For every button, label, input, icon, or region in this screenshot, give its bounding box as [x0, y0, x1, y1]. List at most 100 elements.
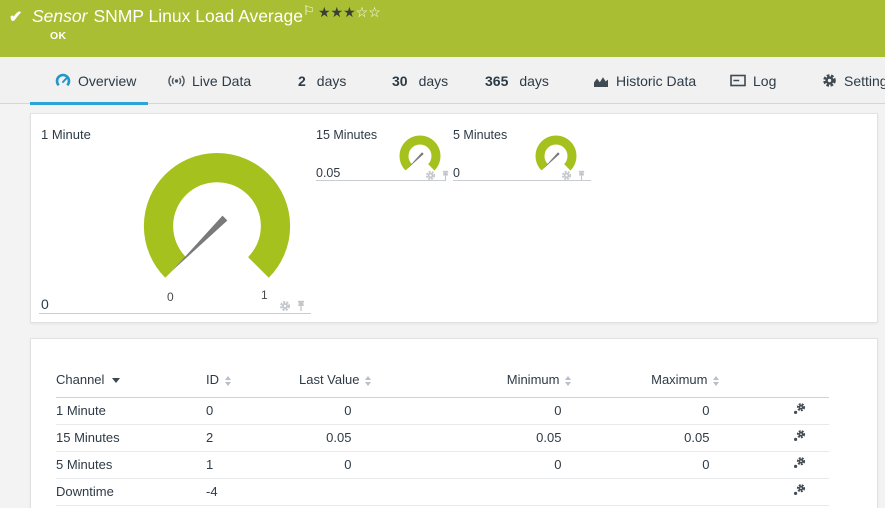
cell-channel: Downtime [56, 478, 206, 506]
sort-icon [225, 375, 231, 386]
tab-log[interactable]: Log [730, 57, 776, 104]
tab-historic-data[interactable]: Historic Data [593, 57, 696, 104]
cell-maximum: 0 [571, 451, 720, 479]
tab-label: days [316, 72, 347, 89]
tab-overview[interactable]: Overview [30, 57, 148, 105]
pin-icon[interactable] [577, 170, 586, 181]
stars-empty: ☆☆ [355, 4, 381, 20]
channel-settings-icon[interactable] [791, 456, 807, 470]
tab-number: 365 [485, 72, 509, 89]
table-row[interactable]: 1 Minute 0 0 0 0 [56, 397, 830, 425]
tab-2-days[interactable]: 2 days [298, 57, 346, 104]
sort-desc-icon [112, 378, 121, 384]
table-row[interactable]: 15 Minutes 2 0.05 0.05 0.05 [56, 424, 830, 452]
column-label: ID [206, 372, 219, 388]
cell-actions [719, 478, 830, 506]
column-header-last-value[interactable]: Last Value [299, 363, 372, 398]
sensor-name: SNMP Linux Load Average [93, 6, 303, 26]
log-list-icon [730, 74, 746, 87]
tab-label: Historic Data [616, 72, 697, 89]
gauge-1-minute [143, 152, 291, 278]
tab-number: 30 [392, 72, 408, 89]
live-data-icon [168, 74, 185, 87]
gear-icon [823, 74, 836, 87]
tab-30-days[interactable]: 30 days [392, 57, 448, 104]
gauge-scale-min: 0 [167, 290, 174, 304]
sort-icon [365, 375, 372, 386]
tab-label: days [519, 72, 549, 89]
gauge-needle [542, 152, 560, 170]
status-ok-check-icon: ✔ [9, 9, 23, 26]
gauge-icon [55, 73, 71, 86]
channels-panel: Channel ID Last Value Minimum Maximum [30, 338, 878, 508]
cell-maximum: 0.05 [571, 424, 720, 452]
gauge-15-minutes[interactable] [394, 130, 446, 182]
gauge-primary-label: 1 Minute [41, 127, 91, 142]
gear-icon[interactable] [425, 170, 436, 181]
pin-icon[interactable] [296, 300, 306, 312]
column-header-id[interactable]: ID [206, 363, 299, 398]
gauge-needle [406, 152, 424, 170]
cell-channel: 5 Minutes [56, 451, 206, 479]
cell-maximum: 0 [571, 397, 720, 425]
cell-channel: 1 Minute [56, 397, 206, 425]
gauge-scale-max: 1 [261, 288, 268, 302]
column-label: Maximum [651, 372, 708, 388]
gauge-primary-actions [279, 300, 306, 312]
pin-icon[interactable] [441, 170, 450, 181]
divider [316, 180, 446, 181]
gauge-5-minutes[interactable] [530, 130, 582, 182]
gauge-15min-value: 0.05 [316, 166, 341, 180]
tab-number: 2 [298, 72, 306, 89]
gauge-5min-value: 0 [453, 166, 460, 180]
priority-flag-icon[interactable]: ⚐ [303, 3, 315, 18]
area-chart-icon [594, 76, 608, 87]
tab-settings[interactable]: Settings [822, 57, 885, 104]
column-label: Last Value [299, 372, 360, 388]
tab-bar: Overview Live Data 2 days 30 days 365 days … [0, 57, 885, 105]
tab-label: days [418, 72, 449, 89]
gear-icon[interactable] [561, 170, 572, 181]
gauges-panel: 1 Minute 0 1 0 15 Minutes 0.05 [30, 113, 878, 323]
stars-filled: ★★★ [318, 4, 356, 20]
channel-settings-icon[interactable] [791, 402, 807, 416]
channel-settings-icon[interactable] [791, 483, 807, 497]
channel-settings-icon[interactable] [791, 429, 807, 443]
cell-last-value: 0 [299, 451, 372, 479]
cell-id: 2 [206, 424, 299, 452]
cell-id: -4 [206, 478, 299, 506]
table-row[interactable]: Downtime -4 [56, 478, 830, 506]
cell-channel: 15 Minutes [56, 424, 206, 452]
channels-table: Channel ID Last Value Minimum Maximum [56, 363, 830, 506]
column-header-maximum[interactable]: Maximum [571, 363, 720, 398]
cell-minimum: 0 [371, 451, 572, 479]
gauge-5min-label: 5 Minutes [453, 128, 508, 142]
table-header-row: Channel ID Last Value Minimum Maximum [56, 363, 830, 398]
gauge-needle [172, 215, 228, 271]
cell-minimum: 0 [371, 397, 572, 425]
priority-stars[interactable]: ★★★☆☆ [318, 4, 381, 21]
gauge-15min-label: 15 Minutes [316, 128, 378, 142]
sensor-header: ✔ Sensor SNMP Linux Load Average ⚐ ★★★☆☆ … [0, 0, 885, 57]
sensor-title: Sensor SNMP Linux Load Average [32, 6, 303, 27]
cell-id: 1 [206, 451, 299, 479]
tab-label: Live Data [192, 72, 252, 89]
tab-label: Settings [844, 72, 885, 89]
cell-maximum [571, 478, 720, 506]
gear-icon[interactable] [279, 300, 291, 312]
cell-actions [719, 451, 830, 479]
cell-minimum [371, 478, 572, 506]
cell-last-value [299, 478, 372, 506]
cell-minimum: 0.05 [371, 424, 572, 452]
tab-365-days[interactable]: 365 days [485, 57, 549, 104]
tab-label: Overview [78, 72, 137, 89]
divider [453, 180, 591, 181]
sort-icon [713, 375, 720, 386]
column-header-actions [719, 363, 830, 398]
column-header-minimum[interactable]: Minimum [371, 363, 572, 398]
cell-last-value: 0 [299, 397, 372, 425]
column-header-channel[interactable]: Channel [56, 363, 206, 398]
tab-live-data[interactable]: Live Data [168, 57, 251, 104]
column-label: Channel [56, 372, 105, 388]
table-row[interactable]: 5 Minutes 1 0 0 0 [56, 451, 830, 479]
